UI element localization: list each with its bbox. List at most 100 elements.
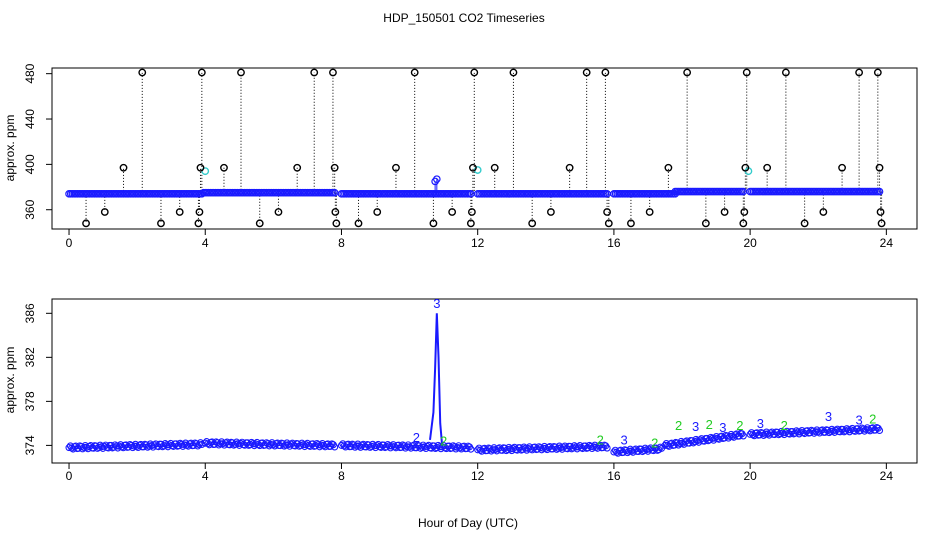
outlier-point	[470, 68, 479, 77]
point-label: 3	[621, 432, 628, 447]
y-tick-label: 480	[23, 63, 37, 83]
x-tick-label: 4	[202, 236, 209, 250]
x-tick-label: 24	[880, 236, 894, 250]
outlier-point	[763, 163, 772, 172]
outlier-point	[138, 68, 147, 77]
top-y-axis-label: approx. ppm	[3, 115, 17, 182]
outlier-point	[528, 219, 537, 228]
outlier-point	[354, 219, 363, 228]
series-point	[875, 426, 884, 435]
outlier-point	[293, 163, 302, 172]
outlier-point	[603, 208, 611, 216]
outlier-point	[604, 219, 613, 228]
outlier-point	[329, 68, 337, 77]
outlier-point	[469, 163, 477, 172]
outlier-point	[509, 68, 518, 77]
point-label: 2	[413, 430, 420, 445]
point-label: 2	[736, 418, 743, 433]
outlier-point	[119, 163, 128, 172]
point-label: 2	[440, 433, 447, 448]
outlier-point	[627, 219, 635, 228]
bottom-y-axis-label: approx. ppm	[3, 347, 17, 414]
outlier-point	[100, 208, 109, 216]
point-label: 3	[433, 296, 440, 311]
x-tick-label: 8	[338, 469, 345, 483]
spike-line	[429, 313, 443, 444]
outlier-point	[873, 68, 882, 77]
outlier-point	[645, 208, 654, 216]
outlier-point	[838, 163, 846, 172]
outlier-point	[175, 208, 184, 216]
outlier-point	[741, 163, 750, 172]
outlier-point	[220, 163, 228, 172]
outlier-point	[819, 208, 828, 216]
y-tick-label: 386	[23, 303, 37, 323]
outlier-point	[466, 219, 475, 228]
outlier-point	[740, 208, 749, 216]
outlier-point	[448, 208, 457, 216]
series-point	[467, 445, 475, 453]
point-label: 2	[706, 417, 713, 432]
outlier-point	[800, 219, 809, 228]
outlier-point	[194, 219, 203, 228]
series-point	[693, 437, 701, 445]
point-label: 2	[675, 418, 682, 433]
point-label: 3	[719, 420, 726, 435]
top-axes: 0 4 8 12 16 20 24 360 400 440 480	[23, 63, 893, 250]
outlier-point	[255, 219, 264, 228]
outlier-point	[664, 163, 673, 172]
outlier-point	[82, 219, 90, 228]
top-panel: 0 4 8 12 16 20 24 360 400 440 480 approx. ppm	[3, 63, 918, 250]
x-tick-label: 0	[66, 469, 73, 483]
outlier-point	[781, 68, 790, 77]
spike-point	[433, 175, 441, 183]
point-label: 3	[825, 409, 832, 424]
x-axis-label: Hour of Day (UTC)	[418, 516, 518, 530]
outlier-point	[855, 68, 864, 77]
outlier-point	[467, 208, 476, 216]
series-point	[603, 444, 611, 452]
y-tick-label: 374	[23, 435, 37, 455]
outlier-point	[274, 208, 283, 216]
outlier-point	[683, 68, 692, 77]
point-label: 2	[651, 436, 658, 451]
point-label: 3	[692, 419, 699, 434]
point-label: 3	[855, 412, 862, 427]
outlier-point	[373, 208, 382, 216]
bottom-axes: 0 4 8 12 16 20 24 374 378 382 386	[23, 303, 893, 483]
spike-point	[431, 177, 439, 186]
x-tick-label: 20	[743, 469, 757, 483]
outlier-point	[331, 208, 340, 216]
outlier-point	[565, 163, 574, 172]
x-tick-label: 12	[471, 469, 485, 483]
outlier-point	[195, 208, 204, 216]
outlier-point	[876, 208, 885, 216]
x-tick-label: 8	[338, 236, 345, 250]
outlier-point	[582, 68, 591, 77]
outlier-point	[547, 208, 555, 216]
outlier-point	[742, 68, 751, 77]
outlier-point	[875, 163, 884, 172]
top-plot-frame	[51, 67, 918, 230]
series-point	[331, 443, 339, 451]
y-tick-label: 440	[23, 109, 37, 129]
outlier-point	[490, 163, 499, 172]
x-tick-label: 16	[607, 236, 621, 250]
baseline-point	[875, 187, 884, 196]
x-tick-label: 24	[880, 469, 894, 483]
outlier-point	[197, 68, 206, 77]
outlier-point	[332, 219, 341, 228]
series-point	[723, 432, 731, 440]
x-tick-label: 4	[202, 469, 209, 483]
series-point	[739, 432, 747, 440]
outlier-point	[739, 219, 748, 228]
point-label: 2	[781, 418, 788, 433]
outlier-point	[410, 68, 419, 77]
bottom-marks: 32 2 2 3 22 3 2 3 2 3 23 3 2	[65, 296, 884, 457]
bottom-plot-frame	[51, 298, 918, 464]
x-tick-label: 12	[471, 236, 485, 250]
outlier-point	[196, 163, 205, 172]
outlier-point	[877, 219, 886, 228]
